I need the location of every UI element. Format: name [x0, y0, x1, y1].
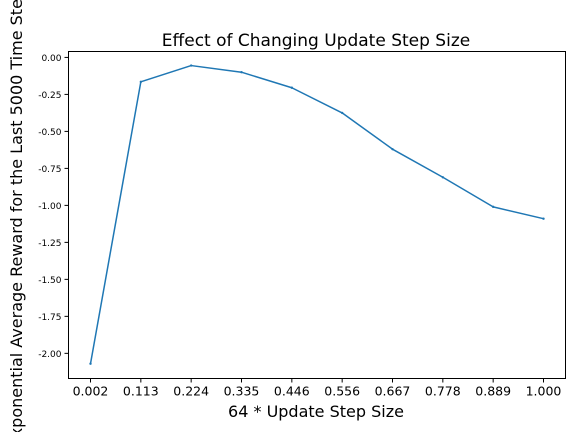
y-tick-label: -0.50	[38, 128, 62, 138]
y-tick-label: 0.00	[41, 54, 61, 64]
y-tick-label: -1.25	[38, 239, 61, 249]
x-tick-label: 0.224	[173, 384, 209, 399]
y-tick-label: -0.25	[38, 91, 61, 101]
data-point	[340, 111, 344, 115]
x-tick-label: 0.778	[425, 384, 461, 399]
data-point	[89, 362, 92, 365]
data-point	[441, 176, 445, 179]
data-point	[491, 205, 495, 209]
x-axis: 0.002 0.113 0.224 0.335 0.446 0.556 0.667 0.778…	[73, 378, 562, 399]
series-layer	[89, 64, 545, 365]
x-tick-label: 0.335	[224, 384, 260, 399]
data-point	[290, 86, 294, 89]
data-point	[391, 147, 394, 151]
series-line	[89, 64, 544, 364]
chart-title: Effect of Changing Update Step Size	[162, 31, 470, 51]
x-axis-label: 64 * Update Step Size	[228, 402, 404, 421]
x-tick-label: 0.002	[73, 384, 109, 399]
y-axis: 0.00 -0.25 -0.50 -0.75 -1.00 -1.25 -1.50 -1.75 -…	[38, 54, 69, 360]
plot-frame	[68, 51, 566, 379]
data-point	[542, 217, 545, 220]
x-tick-label: 1.000	[526, 384, 562, 399]
x-tick-label: 0.556	[324, 384, 360, 399]
y-tick-label: -1.50	[38, 276, 62, 286]
data-point	[139, 80, 143, 84]
y-tick-label: -2.00	[38, 350, 62, 360]
x-tick-label: 0.667	[375, 384, 411, 399]
y-axis-label: Exponential Average Reward for the Last …	[7, 0, 26, 432]
y-tick-label: -1.00	[38, 202, 62, 212]
y-tick-label: -1.75	[38, 313, 61, 323]
data-point	[189, 64, 193, 67]
y-tick-label: -0.75	[38, 165, 61, 175]
x-tick-label: 0.889	[475, 384, 511, 399]
data-point	[240, 71, 243, 74]
x-tick-label: 0.446	[274, 384, 310, 399]
x-tick-label: 0.113	[123, 384, 159, 399]
